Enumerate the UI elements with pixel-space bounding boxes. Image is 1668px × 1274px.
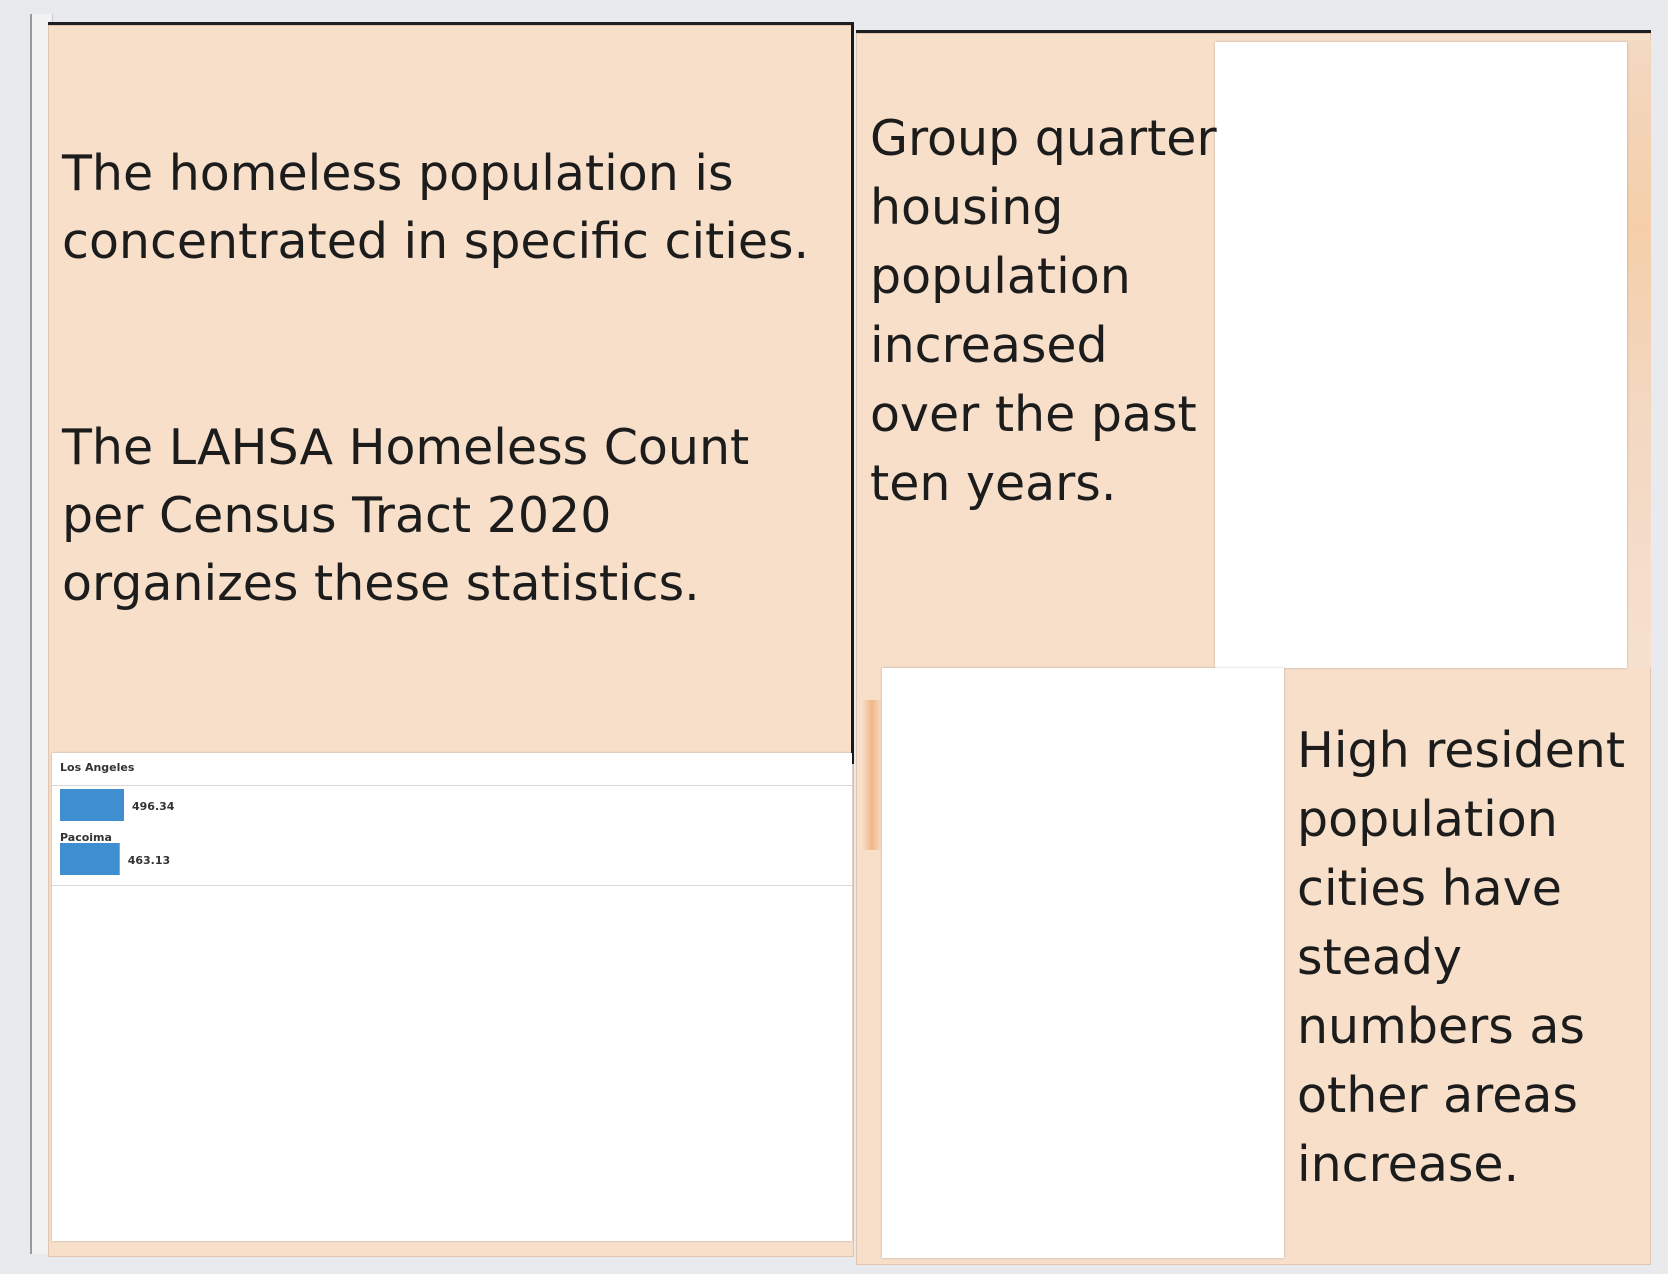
orange-smudge [862,700,882,850]
left-paragraph-2: The LAHSA Homeless Count per Census Trac… [62,419,750,612]
chart-bar [60,843,120,875]
book-spine [851,24,854,764]
chart-row-divider [52,885,852,886]
chart-bar [60,789,124,821]
blank-image-top-right [1215,42,1627,668]
chart-category-label: Pacoima [60,831,112,844]
right-paragraph-2: High resident population cities have ste… [1297,722,1626,1193]
right-paragraph-1: Group quarter housing population increas… [870,110,1217,512]
chart-value-label: 463.13 [128,854,170,867]
bar-chart-card: Los Angeles 496.34 Pacoima 463.13 [52,753,852,1241]
chart-header-label: Los Angeles [60,761,135,774]
left-paragraph-1: The homeless population is concentrated … [62,145,810,270]
chart-value-label: 496.34 [132,800,175,813]
blank-image-bottom [882,668,1284,1258]
map-strip [1625,40,1651,668]
chart-header-divider [52,785,852,786]
bar-chart: Los Angeles 496.34 Pacoima 463.13 [60,761,175,875]
